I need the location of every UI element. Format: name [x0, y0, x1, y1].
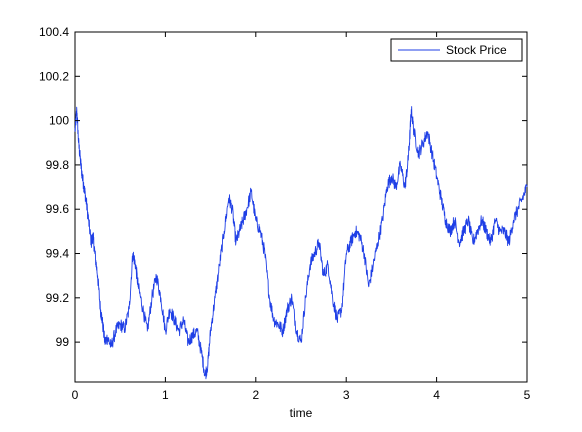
legend-box [390, 38, 523, 62]
y-tick-label: 99 [56, 335, 70, 349]
plot-frame [74, 31, 528, 383]
x-tick-label: 2 [252, 388, 259, 402]
x-tick-label: 4 [433, 388, 440, 402]
series-layer [74, 106, 528, 380]
y-tick-label: 100 [49, 114, 69, 128]
y-axis: 99 99.2 99.4 99.6 99.8 100 100.2 100.4 [39, 25, 527, 349]
x-tick-label: 1 [162, 388, 169, 402]
y-tick-label: 99.6 [46, 202, 70, 216]
y-tick-label: 99.8 [46, 158, 70, 172]
series-line-stock-price [74, 106, 528, 380]
legend-label-stock-price: Stock Price [446, 43, 507, 57]
x-tick-label: 3 [343, 388, 350, 402]
x-axis: 0 1 2 3 4 5 [72, 32, 531, 402]
x-axis-label: time [290, 406, 313, 420]
x-tick-label: 0 [72, 388, 79, 402]
y-tick-label: 99.2 [46, 291, 70, 305]
x-tick-label: 5 [524, 388, 531, 402]
y-tick-label: 100.2 [39, 69, 69, 83]
y-tick-label: 100.4 [39, 25, 69, 39]
legend: Stock Price [390, 38, 523, 62]
y-tick-label: 99.4 [46, 247, 70, 261]
plot-area [74, 31, 528, 383]
